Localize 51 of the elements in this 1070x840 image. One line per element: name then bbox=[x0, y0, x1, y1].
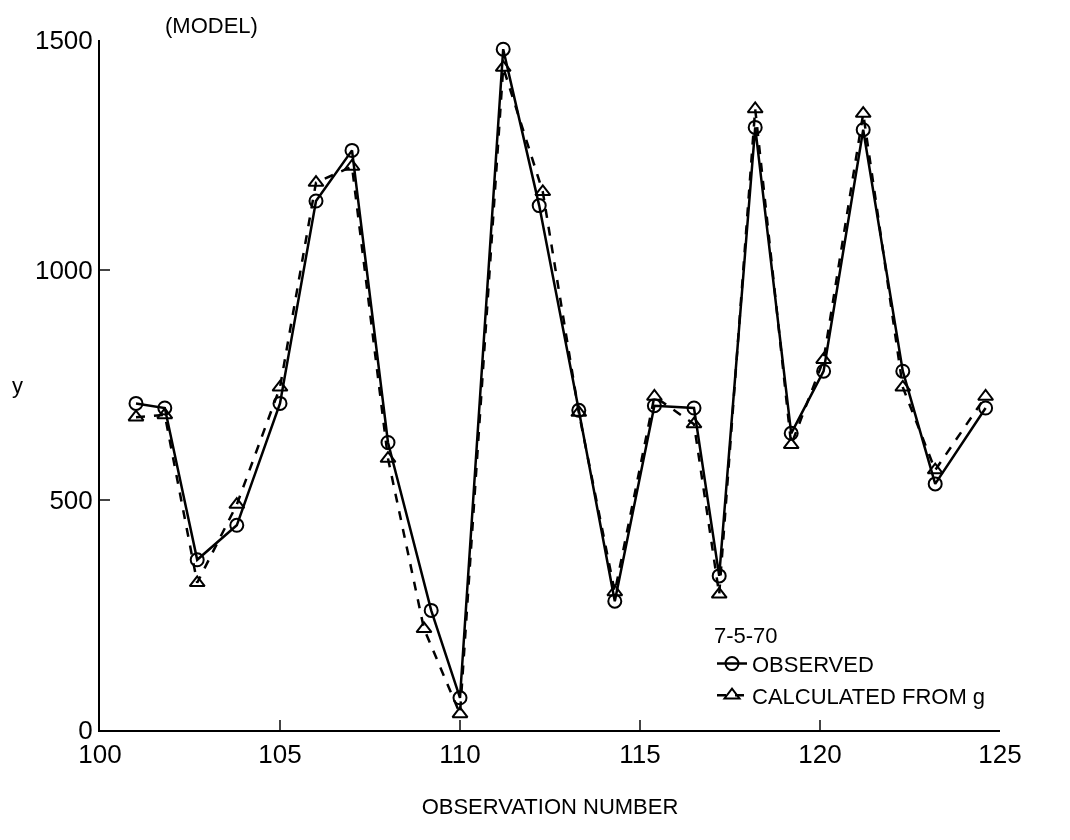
x-axis-title: OBSERVATION NUMBER bbox=[421, 793, 679, 819]
point bbox=[782, 437, 800, 450]
x-tick-label: 125 bbox=[978, 739, 1022, 770]
x-tick-label: 115 bbox=[619, 739, 661, 770]
point bbox=[127, 409, 145, 422]
point bbox=[747, 119, 763, 135]
point bbox=[344, 142, 360, 158]
y-tick-label: 1500 bbox=[34, 25, 93, 56]
point bbox=[978, 400, 994, 416]
point bbox=[685, 416, 703, 429]
point bbox=[452, 690, 468, 706]
point bbox=[927, 476, 943, 492]
point bbox=[188, 575, 206, 588]
legend-title: 7-5-70 bbox=[714, 622, 778, 648]
point bbox=[646, 398, 662, 414]
y-tick-label: 1000 bbox=[34, 255, 93, 286]
point bbox=[128, 395, 144, 411]
point bbox=[855, 122, 871, 138]
y-tick-label: 500 bbox=[49, 485, 93, 516]
x-tick-label: 110 bbox=[439, 739, 481, 770]
text: (MODEL) bbox=[165, 13, 258, 38]
legend-label: OBSERVED bbox=[752, 652, 874, 678]
point bbox=[895, 363, 911, 379]
x-tick-label: 105 bbox=[258, 739, 302, 770]
y-axis-title: y bbox=[12, 373, 23, 398]
point bbox=[308, 193, 324, 209]
point bbox=[495, 41, 511, 57]
point bbox=[783, 425, 799, 441]
point bbox=[229, 517, 245, 533]
point bbox=[157, 400, 173, 416]
point bbox=[451, 706, 469, 719]
point bbox=[926, 462, 944, 475]
point bbox=[894, 379, 912, 392]
point bbox=[272, 395, 288, 411]
point bbox=[415, 621, 433, 634]
point bbox=[271, 379, 289, 392]
point bbox=[189, 552, 205, 568]
point bbox=[710, 586, 728, 599]
point bbox=[423, 602, 439, 618]
point bbox=[606, 584, 624, 597]
point bbox=[816, 363, 832, 379]
point bbox=[531, 198, 547, 214]
point bbox=[711, 568, 727, 584]
legend-label: CALCULATED FROM g bbox=[752, 683, 986, 709]
point bbox=[380, 435, 396, 450]
point bbox=[156, 407, 174, 420]
point bbox=[746, 101, 764, 114]
point bbox=[607, 593, 623, 609]
x-tick-label: 120 bbox=[798, 739, 842, 770]
point bbox=[686, 400, 702, 416]
point bbox=[534, 184, 552, 197]
